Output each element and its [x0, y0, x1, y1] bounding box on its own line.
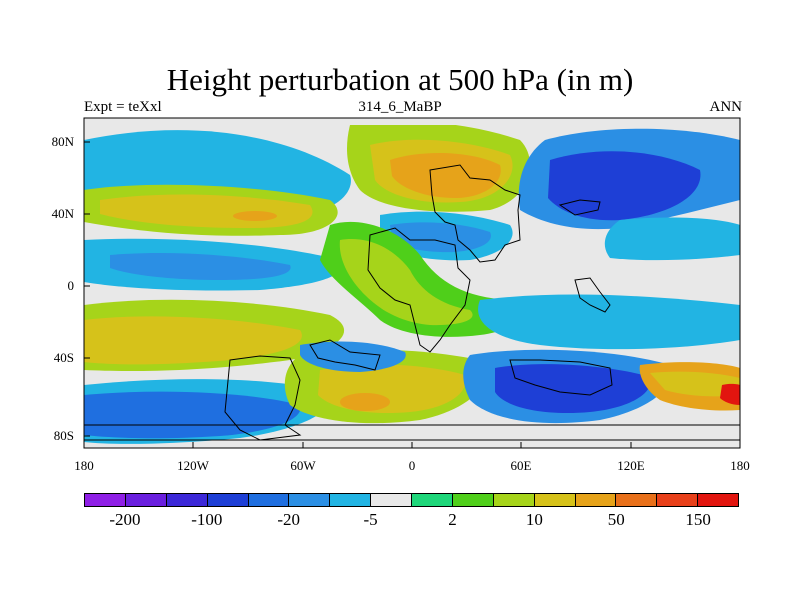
- period-label: 314_6_MaBP: [358, 99, 442, 115]
- colorbar-swatch: [207, 494, 249, 506]
- filled-contours: [84, 118, 740, 448]
- colorbar-label: 50: [607, 510, 625, 529]
- lat-label-40s: 40S: [53, 350, 74, 365]
- map-title: Height perturbation at 500 hPa (in m): [166, 62, 634, 97]
- colorbar-swatch: [85, 494, 126, 506]
- colorbar-swatch: [657, 494, 699, 506]
- colorbar-swatch: [289, 494, 331, 506]
- lat-label-80n: 80N: [51, 134, 74, 149]
- colorbar-swatch: [452, 494, 494, 506]
- longitude-ticks: [83, 442, 741, 448]
- experiment-label: Expt = teXxl: [84, 99, 162, 115]
- colorbar-swatch: [493, 494, 535, 506]
- lon-label-60w: 60W: [290, 458, 316, 473]
- lon-label-180w: 180: [74, 458, 94, 473]
- colorbar-swatch: [534, 494, 576, 506]
- lat-label-80s: 80S: [53, 428, 74, 443]
- colorbar-swatch: [412, 494, 453, 506]
- colorbar-label: -200: [109, 510, 141, 529]
- colorbar-label: 2: [448, 510, 457, 529]
- continent-outlines: [84, 164, 740, 441]
- lat-label-0: 0: [67, 278, 75, 293]
- colorbar-swatch: [575, 494, 617, 506]
- lat-label-40n: 40N: [51, 206, 74, 221]
- lon-label-60e: 60E: [510, 458, 532, 473]
- colorbar-swatch: [698, 494, 738, 506]
- colorbar-swatch: [371, 494, 412, 506]
- colorbar-swatch: [330, 494, 372, 506]
- colorbar-swatch: [166, 494, 208, 506]
- lon-label-180e: 180: [730, 458, 750, 473]
- colorbar-swatch: [616, 494, 658, 506]
- colorbar: [84, 493, 739, 507]
- lon-label-120e: 120E: [617, 458, 645, 473]
- colorbar-swatch: [125, 494, 167, 506]
- colorbar-swatch: [248, 494, 290, 506]
- latitude-ticks: [84, 141, 90, 437]
- colorbar-label: -5: [363, 510, 378, 529]
- colorbar-label: -100: [191, 510, 223, 529]
- colorbar-label: 10: [525, 510, 543, 529]
- season-label: ANN: [709, 99, 743, 115]
- lon-label-120w: 120W: [177, 458, 209, 473]
- lon-label-0: 0: [408, 458, 416, 473]
- colorbar-label: 150: [685, 510, 711, 529]
- colorbar-label: -20: [277, 510, 301, 529]
